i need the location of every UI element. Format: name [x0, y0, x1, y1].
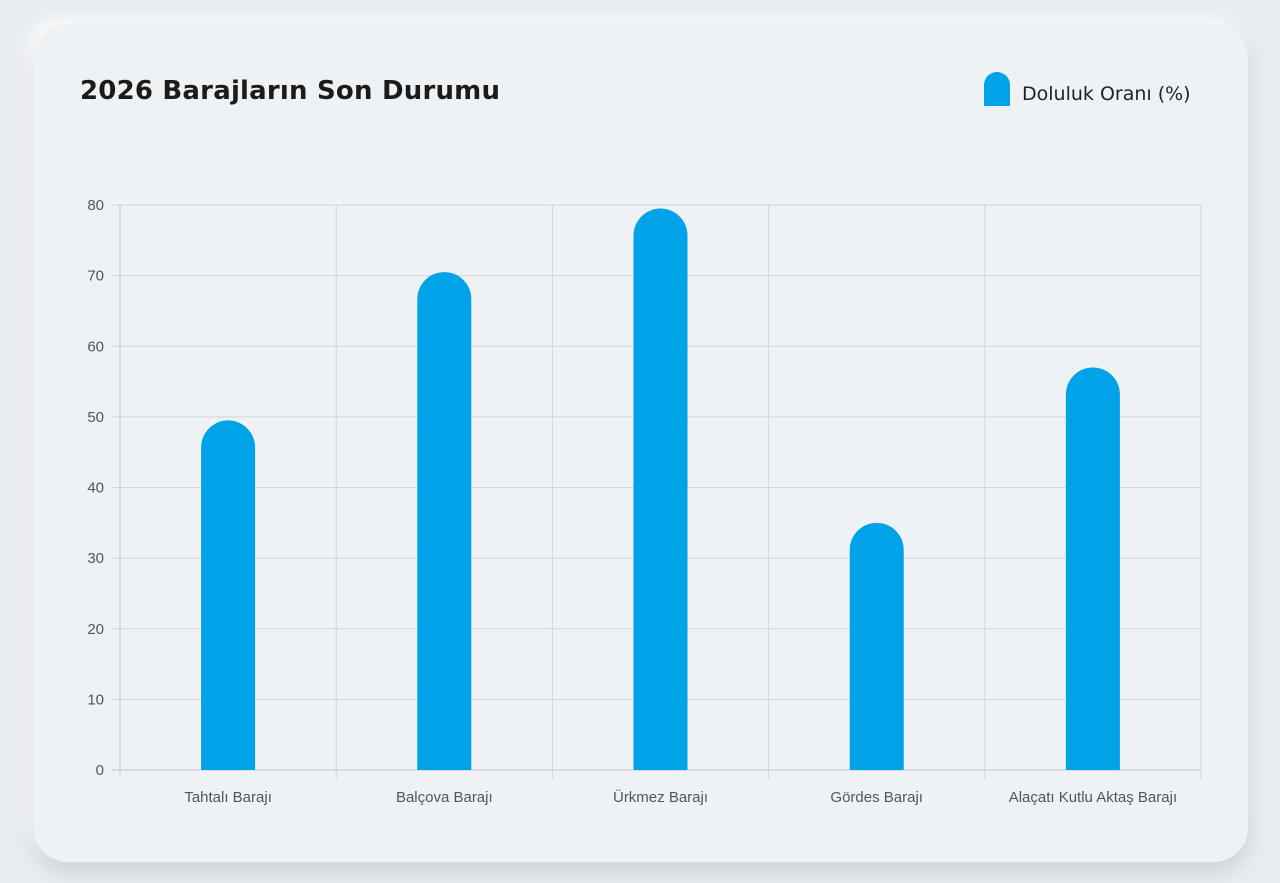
y-tick-label: 20 — [87, 621, 104, 638]
y-tick-label: 50 — [87, 409, 104, 426]
x-tick-label: Gördes Barajı — [830, 789, 923, 806]
y-tick-label: 70 — [87, 268, 104, 285]
bar-4[interactable] — [849, 522, 904, 770]
chart-title: 2026 Barajların Son Durumu — [80, 76, 501, 106]
y-tick-label: 0 — [96, 762, 104, 779]
legend[interactable]: Doluluk Oranı (%) — [984, 72, 1191, 106]
y-tick-label: 40 — [87, 480, 104, 497]
y-tick-label: 60 — [87, 338, 104, 355]
y-tick-label: 30 — [87, 550, 104, 567]
x-tick-label: Ürkmez Barajı — [613, 788, 708, 806]
legend-label: Doluluk Oranı (%) — [1022, 83, 1191, 105]
x-tick-label: Balçova Barajı — [396, 789, 493, 806]
bar-2[interactable] — [417, 272, 472, 770]
legend-swatch — [984, 72, 1010, 106]
bar-3[interactable] — [633, 208, 688, 771]
bar-1[interactable] — [201, 420, 256, 770]
bar-5[interactable] — [1065, 367, 1120, 770]
x-tick-label: Alaçatı Kutlu Aktaş Barajı — [1009, 789, 1177, 806]
y-tick-label: 80 — [87, 197, 104, 214]
y-tick-label: 10 — [87, 691, 104, 708]
x-tick-label: Tahtalı Barajı — [184, 789, 272, 806]
